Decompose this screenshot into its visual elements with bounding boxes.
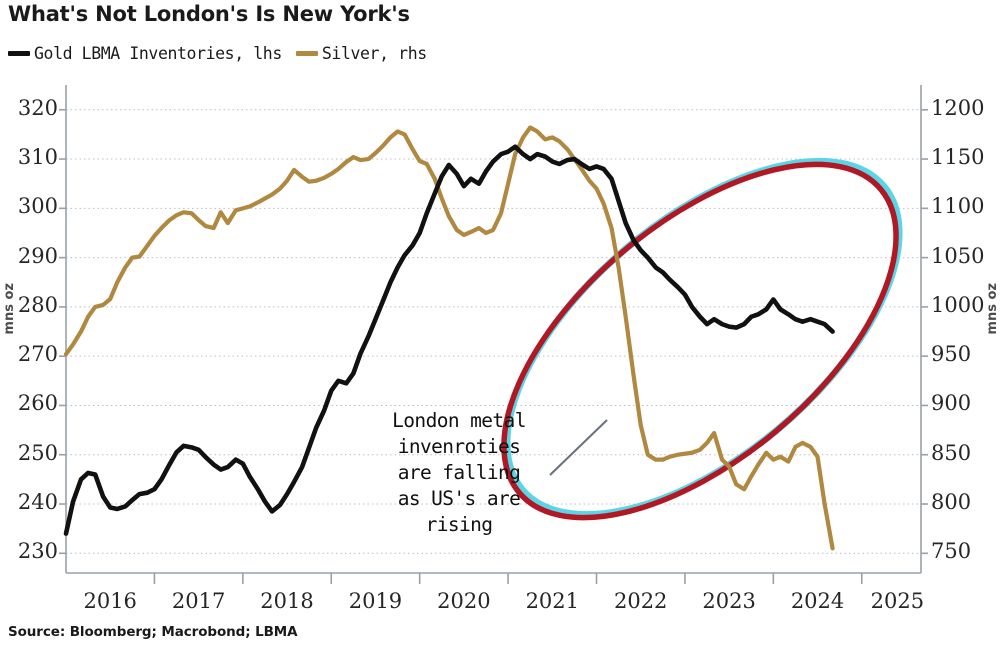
legend-item-silver: Silver, rhs xyxy=(295,44,427,63)
y-axis-right-tick-label: 1200 xyxy=(931,95,985,120)
x-axis-tick-label: 2025 xyxy=(870,589,925,613)
y-axis-right-tick-label: 1100 xyxy=(931,194,985,219)
annotation-line-1: London metal xyxy=(392,409,526,432)
legend-item-gold: Gold LBMA Inventories, lhs xyxy=(8,44,282,63)
x-axis-tick-label: 2017 xyxy=(171,589,226,613)
y-axis-left-tick-label: 310 xyxy=(17,145,58,170)
source-note: Source: Bloomberg; Macrobond; LBMA xyxy=(8,624,298,640)
x-axis-tick-label: 2023 xyxy=(702,589,756,613)
y-axis-left-tick-label: 250 xyxy=(17,440,58,465)
y-axis-right-tick-label: 900 xyxy=(931,391,972,416)
series-line-silver xyxy=(63,125,835,551)
y-axis-right-tick-label: 1000 xyxy=(931,292,985,317)
y-axis-right-tick-label: 800 xyxy=(931,490,972,514)
legend-swatch-gold xyxy=(8,51,30,56)
y-axis-left-tick-label: 320 xyxy=(17,95,58,120)
annotation-line-4: as US's are xyxy=(397,487,521,510)
y-axis-right-tick-label: 850 xyxy=(931,440,972,465)
annotation-line-3: are falling xyxy=(397,461,521,484)
x-axis-tick-label: 2024 xyxy=(790,589,845,613)
y-axis-right-tick-label: 950 xyxy=(931,342,972,367)
x-axis-tick-label: 2020 xyxy=(437,589,491,613)
chart-legend: Gold LBMA Inventories, lhs Silver, rhs xyxy=(8,44,441,63)
y-axis-left-tick-label: 300 xyxy=(17,194,58,219)
y-axis-right-tick-label: 1150 xyxy=(931,145,985,170)
chart-annotation-text: London metal invenroties are falling as … xyxy=(370,408,548,538)
annotation-line-5: rising xyxy=(425,513,493,536)
y-axis-left-tick-label: 230 xyxy=(17,539,58,564)
y-axis-right-tick-label: 750 xyxy=(931,539,972,564)
series-line-gold xyxy=(63,144,835,536)
y-axis-left-tick-label: 270 xyxy=(17,342,58,367)
legend-swatch-silver xyxy=(295,51,318,56)
y-axis-right-tick-label: 1050 xyxy=(931,243,985,268)
annotation-leader-line xyxy=(549,419,608,476)
y-axis-left-tick-label: 290 xyxy=(17,243,58,268)
x-axis-tick-label: 2021 xyxy=(525,589,580,613)
chart-title: What's Not London's Is New York's xyxy=(8,2,410,26)
x-axis-tick-label: 2019 xyxy=(348,589,403,613)
y-axis-left-tick-label: 240 xyxy=(17,490,58,514)
y-axis-left-tick-label: 260 xyxy=(17,391,58,416)
legend-label-silver: Silver, rhs xyxy=(321,44,427,63)
y-axis-left-tick-label: 280 xyxy=(17,292,58,317)
x-axis-tick-label: 2022 xyxy=(613,589,668,613)
annotation-ellipse xyxy=(501,161,899,521)
legend-label-gold: Gold LBMA Inventories, lhs xyxy=(34,44,282,63)
x-axis-tick-label: 2016 xyxy=(83,589,137,613)
annotation-line-2: invenroties xyxy=(397,435,521,458)
x-axis-tick-label: 2018 xyxy=(260,589,314,613)
